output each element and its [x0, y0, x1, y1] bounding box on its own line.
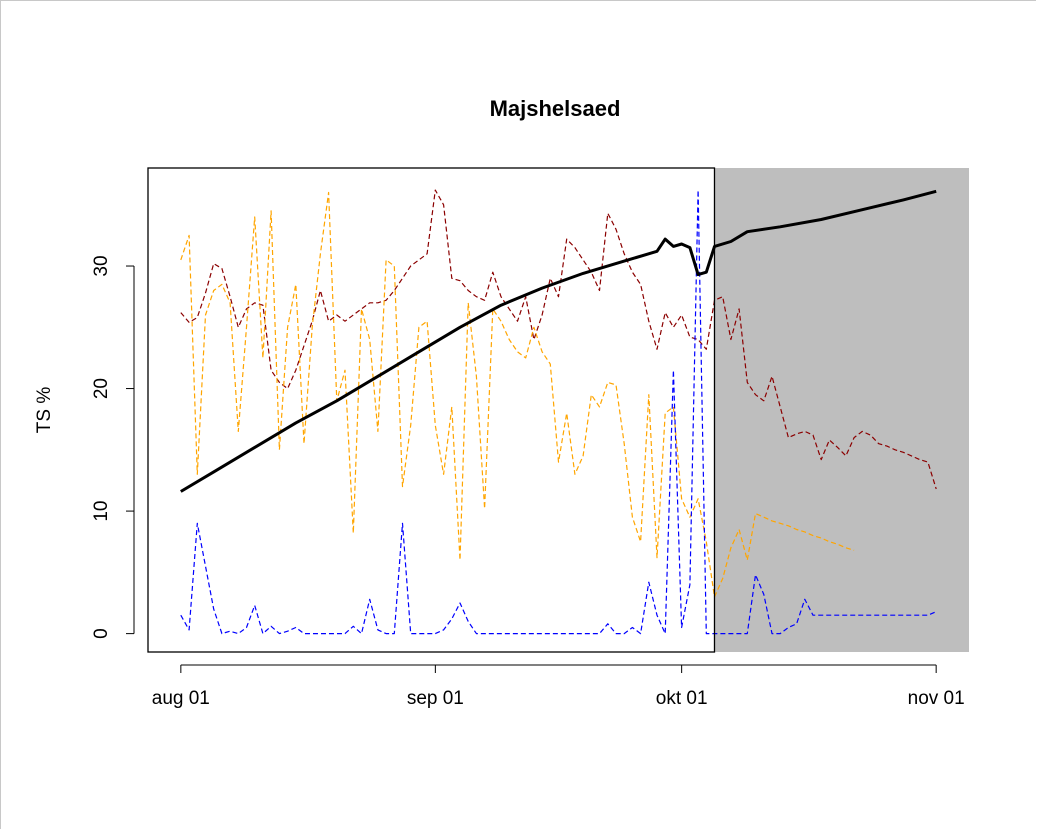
x-tick-label: okt 01 [656, 688, 708, 709]
series-line-2 [180, 191, 855, 598]
x-tick-label: aug 01 [152, 688, 210, 709]
y-axis: 0 10 20 30 [91, 255, 135, 639]
x-tick-label: sep 01 [407, 688, 464, 709]
series-line-4 [180, 189, 937, 493]
series-line-3 [180, 189, 937, 635]
x-tick-label: nov 01 [908, 688, 965, 709]
series-layer [180, 189, 937, 635]
series-line-1 [180, 189, 937, 490]
y-tick-label: 20 [91, 378, 112, 399]
y-tick-label: 30 [91, 255, 112, 276]
y-axis-label: TS % [34, 387, 55, 434]
x-axis: aug 01 sep 01 okt 01 nov 01 [152, 664, 965, 709]
chart-title: Majshelsaed [490, 96, 621, 121]
plot-box [147, 167, 716, 653]
y-tick-label: 0 [91, 628, 112, 639]
y-tick-label: 10 [91, 501, 112, 522]
shaded-region [714, 168, 969, 652]
